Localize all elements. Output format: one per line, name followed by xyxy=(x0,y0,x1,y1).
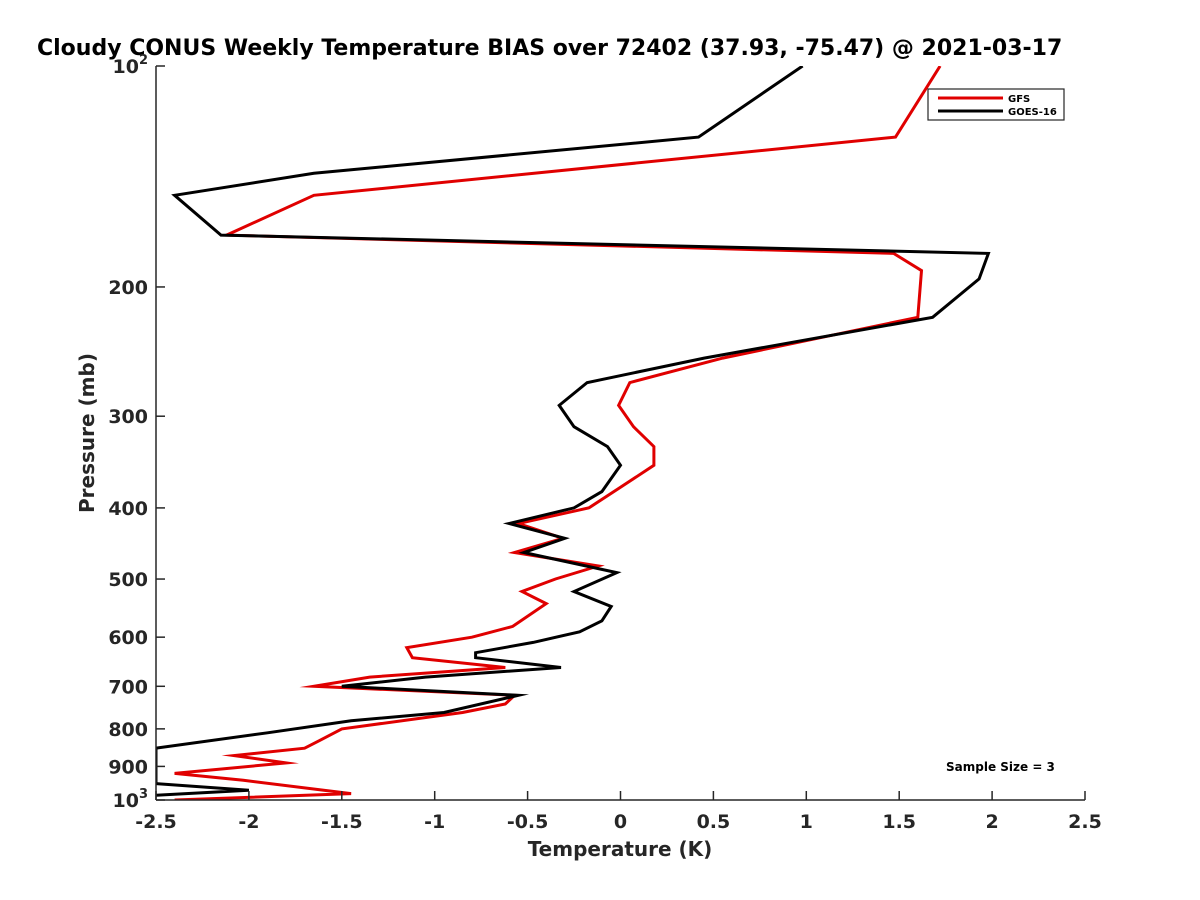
x-tick-label: 1 xyxy=(800,811,813,833)
x-tick-label: 0.5 xyxy=(697,811,731,833)
ticks: -2.5 -2 -1.5 -1 -0.5 0 0.5 1 1.5 2 2.5 102 200 300 400… xyxy=(108,53,1102,833)
legend-box xyxy=(927,88,1065,121)
y-tick-label: 103 xyxy=(113,787,149,812)
y-tick-label: 900 xyxy=(108,756,148,778)
x-tick-label: -1.5 xyxy=(321,811,363,833)
plot-lines xyxy=(156,66,991,800)
sample-size-annotation: Sample Size = 3 xyxy=(946,760,1055,774)
y-axis-label: Pressure (mb) xyxy=(75,353,99,513)
y-tick-label: 300 xyxy=(108,406,148,428)
x-tick-label: 2 xyxy=(985,811,998,833)
y-tick-label: 800 xyxy=(108,719,148,741)
y-tick-label: 400 xyxy=(108,498,148,520)
y-tick-label: 600 xyxy=(108,627,148,649)
x-tick-label: -2.5 xyxy=(135,811,177,833)
legend: GFS GOES-16 xyxy=(927,88,1065,121)
y-tick-label: 700 xyxy=(108,676,148,698)
legend-label: GFS xyxy=(1008,94,1030,105)
legend-label: GOES-16 xyxy=(1008,107,1057,118)
y-tick-label: 200 xyxy=(108,277,148,299)
x-tick-label: 2.5 xyxy=(1068,811,1102,833)
x-tick-label: -2 xyxy=(238,811,259,833)
y-tick-label: 500 xyxy=(108,569,148,591)
x-tick-label: 0 xyxy=(614,811,627,833)
chart-title: Cloudy CONUS Weekly Temperature BIAS ove… xyxy=(37,36,1062,61)
x-tick-label: 1.5 xyxy=(882,811,916,833)
x-tick-label: -1 xyxy=(424,811,445,833)
x-tick-label: -0.5 xyxy=(507,811,549,833)
y-tick-label: 102 xyxy=(113,53,149,78)
series-line-goes-16 xyxy=(156,66,991,797)
x-axis-label: Temperature (K) xyxy=(528,837,713,861)
